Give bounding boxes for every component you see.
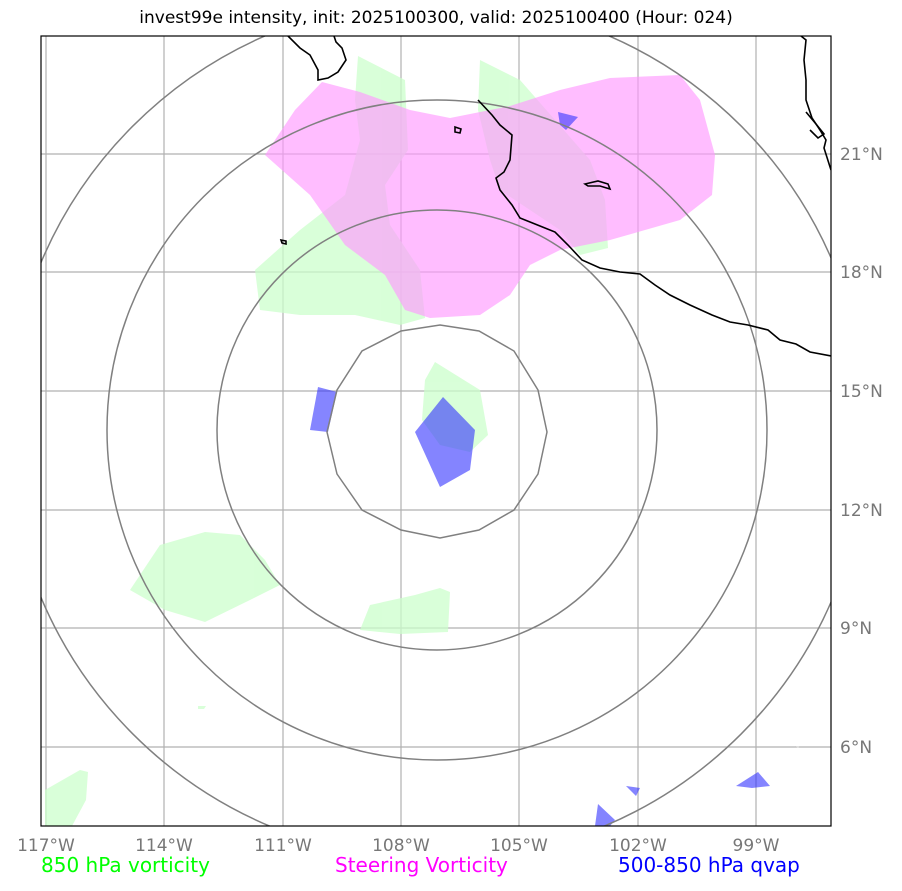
legend-850-vorticity: 850 hPa vorticity bbox=[41, 853, 210, 877]
range-ring-1 bbox=[326, 324, 548, 539]
qvap-southeast-small bbox=[626, 786, 640, 796]
vorticity-850-south bbox=[360, 588, 450, 634]
steering-vorticity-layer bbox=[265, 75, 715, 318]
lon-tick-labels: 117°W 114°W 111°W 108°W 105°W 102°W 99°W bbox=[17, 836, 780, 856]
coastline-baja-tip bbox=[800, 36, 831, 171]
steering-vorticity-region bbox=[265, 75, 715, 318]
qvap-center-core bbox=[418, 400, 472, 468]
small-speck bbox=[795, 746, 800, 748]
vorticity-850-southwest bbox=[130, 532, 280, 622]
lat-tick-labels: 21°N 18°N 15°N 12°N 9°N 6°N bbox=[840, 145, 883, 758]
map-title: invest99e intensity, init: 2025100300, v… bbox=[139, 8, 733, 28]
vorticity-850-corner bbox=[45, 770, 88, 826]
lon-tick-label: 105°W bbox=[490, 836, 548, 856]
lat-tick-label: 12°N bbox=[840, 501, 883, 521]
coastline-island-east bbox=[583, 180, 612, 191]
lon-tick-label: 108°W bbox=[372, 836, 430, 856]
vorticity-850-speck bbox=[198, 706, 206, 709]
coastline-island-west bbox=[279, 238, 287, 246]
qvap-south bbox=[595, 804, 615, 826]
lat-tick-label: 15°N bbox=[840, 382, 883, 402]
range-ring-2 bbox=[216, 209, 658, 651]
plot-frame bbox=[40, 35, 832, 827]
range-rings bbox=[41, 36, 831, 826]
range-ring-3 bbox=[106, 99, 768, 761]
lat-tick-label: 9°N bbox=[840, 619, 872, 639]
lat-tick-label: 21°N bbox=[840, 145, 883, 165]
qvap-layer bbox=[310, 112, 770, 826]
coastline bbox=[279, 36, 831, 357]
lat-tick-label: 6°N bbox=[840, 738, 872, 758]
lon-tick-label: 99°W bbox=[733, 836, 780, 856]
lat-tick-label: 18°N bbox=[840, 263, 883, 283]
lon-tick-label: 117°W bbox=[17, 836, 75, 856]
legend-qvap: 500-850 hPa qvap bbox=[618, 853, 800, 877]
coastline-island-north bbox=[454, 125, 462, 134]
lon-tick-label: 102°W bbox=[609, 836, 667, 856]
lon-tick-label: 111°W bbox=[254, 836, 312, 856]
qvap-east bbox=[736, 772, 770, 788]
legend-steering-vorticity: Steering Vorticity bbox=[335, 853, 508, 877]
coastline-mainland bbox=[287, 36, 831, 357]
lon-tick-label: 114°W bbox=[135, 836, 193, 856]
coastline-bay bbox=[805, 111, 826, 140]
